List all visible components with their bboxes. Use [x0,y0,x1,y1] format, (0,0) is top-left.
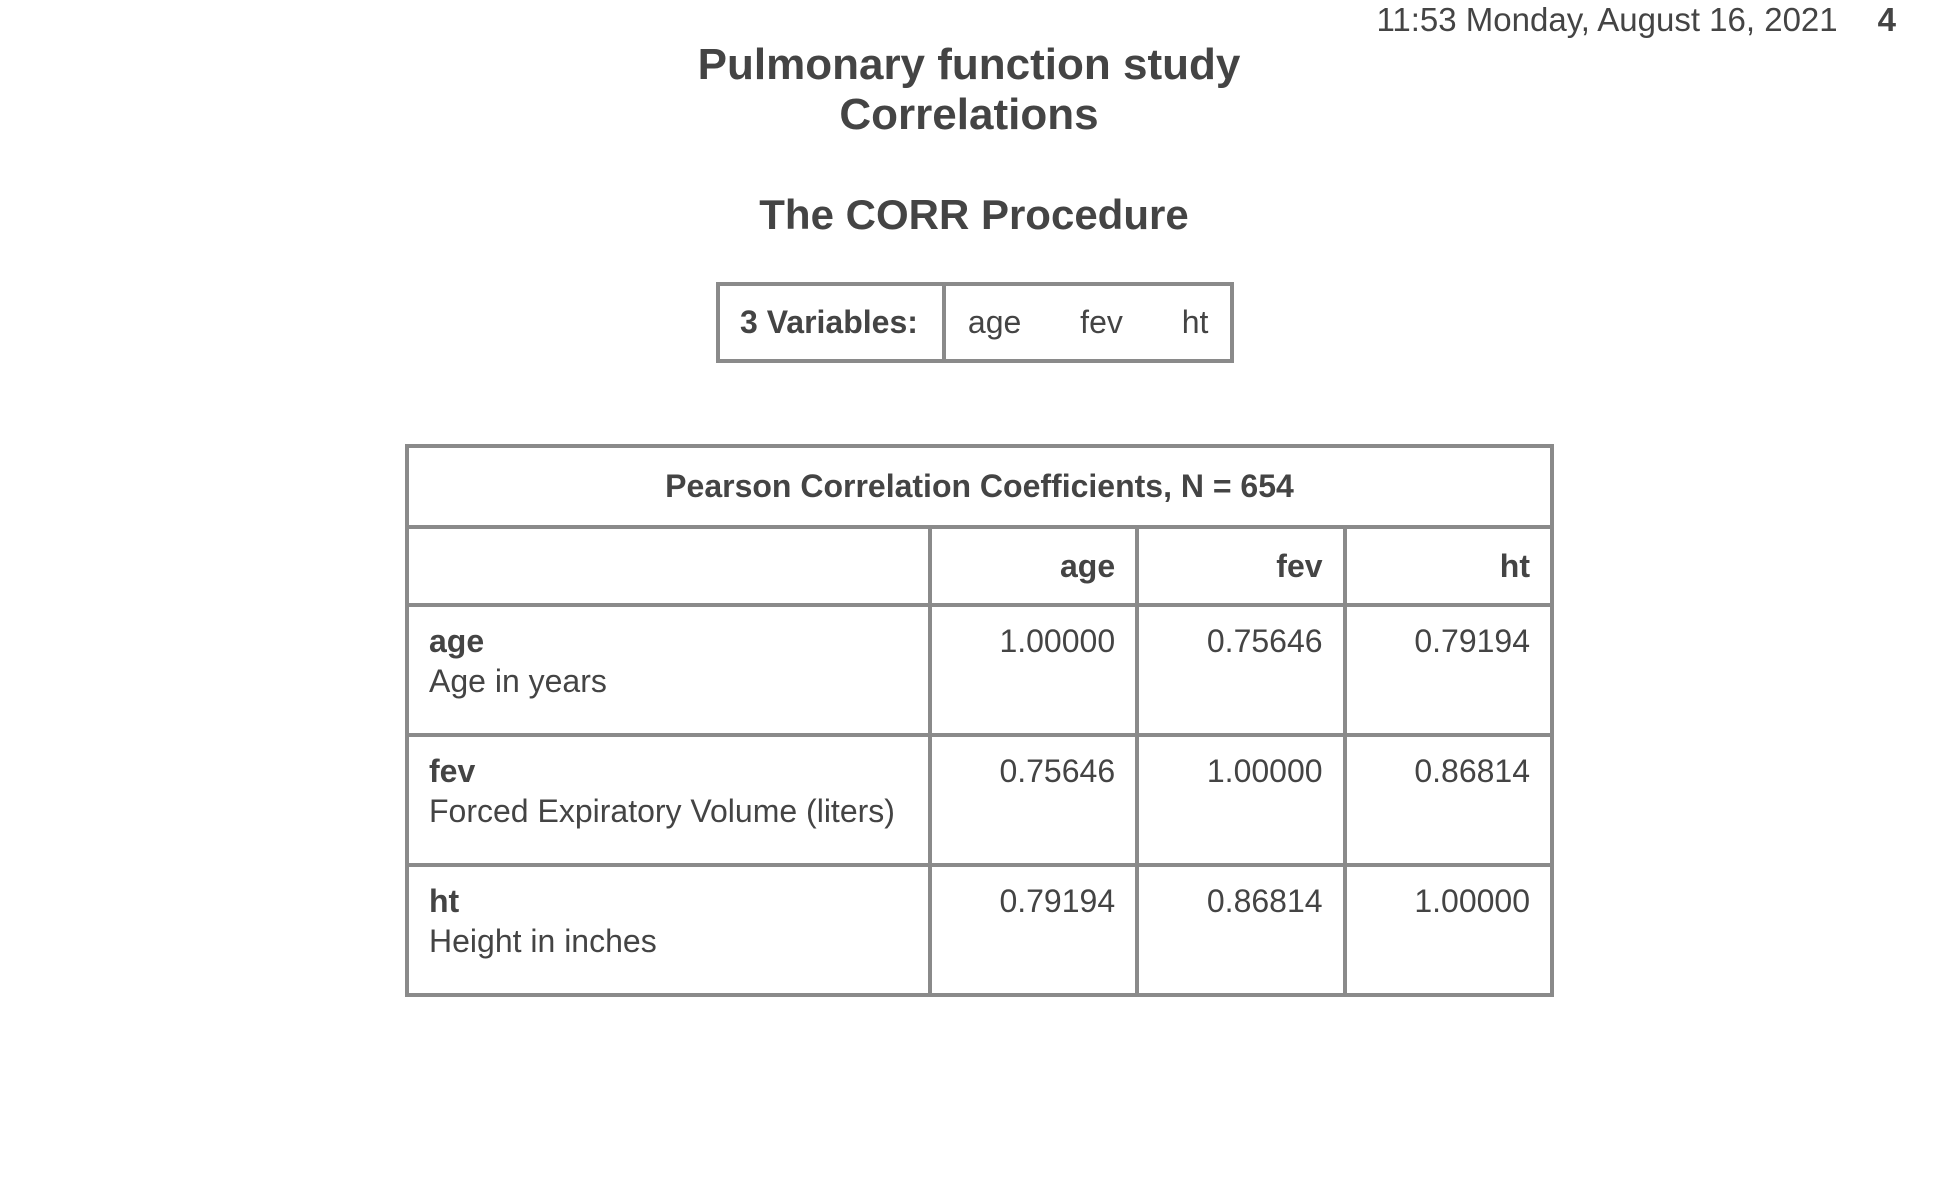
row-variable-name: age [429,623,485,659]
cell-fev-age: 0.75646 [927,733,1140,867]
procedure-title: The CORR Procedure [759,191,1189,238]
column-header-row: age fev ht [405,525,1555,607]
column-header-age: age [927,525,1140,607]
variables-list: age fev ht [944,284,1233,361]
cell-ht-ht: 1.00000 [1342,863,1555,997]
table-row: age Age in years 1.00000 0.75646 0.79194 [405,603,1555,737]
correlation-table: Pearson Correlation Coefficients, N = 65… [405,444,1555,997]
table-row: ht Height in inches 0.79194 0.86814 1.00… [405,863,1555,997]
column-header-ht: ht [1342,525,1555,607]
row-variable-label: Height in inches [429,923,657,959]
row-header-age: age Age in years [405,603,932,737]
page-number: 4 [1877,1,1896,38]
variable-name-age: age [967,304,1022,340]
table-caption: Pearson Correlation Coefficients, N = 65… [405,444,1554,529]
header-stamp: 11:53 Monday, August 16, 2021 4 [1377,0,1897,40]
cell-ht-age: 0.79194 [927,863,1140,997]
row-header-fev: fev Forced Expiratory Volume (liters) [405,733,932,867]
variables-label: 3 Variables: [718,284,946,361]
row-variable-name: ht [429,883,460,919]
cell-age-ht: 0.79194 [1342,603,1555,737]
row-header-ht: ht Height in inches [405,863,932,997]
row-variable-name: fev [429,753,476,789]
variable-name-fev: fev [1080,304,1123,340]
caption-row: Pearson Correlation Coefficients, N = 65… [405,444,1554,529]
title-line-2: Correlations [839,90,1099,139]
cell-fev-ht: 0.86814 [1342,733,1555,867]
row-variable-label: Forced Expiratory Volume (liters) [429,793,895,829]
cell-age-fev: 0.75646 [1135,603,1347,737]
table-row: fev Forced Expiratory Volume (liters) 0.… [405,733,1555,867]
variable-name-ht: ht [1181,304,1209,340]
cell-fev-fev: 1.00000 [1135,733,1347,867]
variables-row: 3 Variables: age fev ht [718,284,1232,361]
header-datetime: 11:53 Monday, August 16, 2021 [1376,1,1838,38]
cell-ht-fev: 0.86814 [1135,863,1347,997]
variables-table: 3 Variables: age fev ht [716,282,1235,363]
cell-age-age: 1.00000 [927,603,1140,737]
title-line-1: Pulmonary function study [697,40,1241,89]
column-header-fev: fev [1135,525,1347,607]
title-block: Pulmonary function study Correlations [0,40,1948,140]
corner-cell [405,525,932,607]
row-variable-label: Age in years [429,663,607,699]
